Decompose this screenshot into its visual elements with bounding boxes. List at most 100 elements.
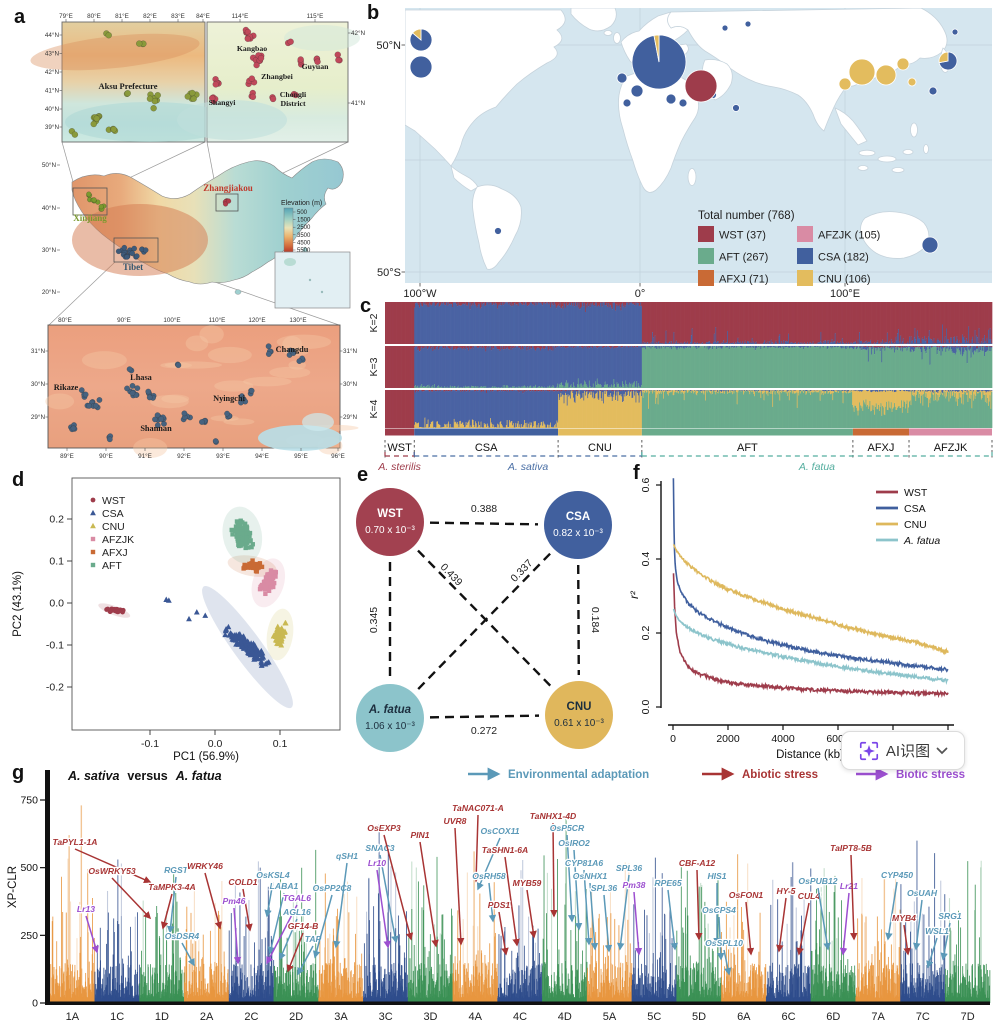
svg-text:80°E: 80°E	[58, 316, 72, 324]
svg-text:Aksu Prefecture: Aksu Prefecture	[99, 81, 158, 91]
admixture-rows	[385, 302, 993, 428]
svg-text:Zhangbei: Zhangbei	[261, 72, 293, 81]
svg-text:42°N: 42°N	[45, 68, 60, 76]
svg-text:31°N: 31°N	[343, 347, 358, 355]
svg-text:114°E: 114°E	[232, 12, 249, 20]
svg-text:3500: 3500	[297, 233, 311, 239]
svg-text:39°N: 39°N	[45, 123, 60, 131]
svg-text:82°E: 82°E	[143, 12, 157, 20]
svg-text:CNU (106): CNU (106)	[818, 274, 871, 286]
svg-text:AFT (267): AFT (267)	[719, 252, 768, 264]
svg-text:Zhangjiakou: Zhangjiakou	[203, 183, 253, 193]
svg-text:30°N: 30°N	[31, 380, 46, 388]
svg-text:95°E: 95°E	[294, 452, 308, 460]
svg-text:Changdu: Changdu	[276, 345, 309, 354]
chevron-down-icon[interactable]	[936, 747, 948, 755]
ai-image-recognition-button[interactable]: AI识图	[841, 731, 965, 770]
svg-text:29°N: 29°N	[31, 413, 46, 421]
svg-text:WST (37): WST (37)	[719, 230, 766, 242]
svg-text:Elevation (m): Elevation (m)	[281, 200, 322, 207]
svg-text:Nyingchi: Nyingchi	[213, 394, 246, 403]
svg-text:AFXJ (71): AFXJ (71)	[719, 274, 769, 286]
svg-text:40°N: 40°N	[45, 105, 60, 113]
svg-text:Chongli: Chongli	[280, 90, 307, 99]
svg-text:84°E: 84°E	[196, 12, 210, 20]
panel-label-e: e	[357, 464, 369, 486]
svg-text:50°N: 50°N	[376, 40, 401, 52]
svg-text:30°N: 30°N	[42, 246, 57, 254]
svg-text:83°E: 83°E	[171, 12, 185, 20]
svg-text:94°E: 94°E	[255, 452, 269, 460]
panel-b-world-map: Total number (768) WST (37) AFT (267) AFXJ …	[376, 8, 992, 300]
svg-text:50°S: 50°S	[377, 267, 401, 279]
svg-text:81°E: 81°E	[115, 12, 129, 20]
svg-text:100°W: 100°W	[403, 288, 437, 300]
panel-label-g: g	[12, 762, 25, 784]
svg-text:31°N: 31°N	[31, 347, 46, 355]
scatter-points-CSA	[163, 596, 272, 668]
panel-label-f: f	[633, 462, 640, 484]
svg-text:41°N: 41°N	[45, 87, 60, 95]
svg-text:Kangbao: Kangbao	[237, 44, 267, 53]
sample-pies	[409, 20, 959, 254]
svg-text:120°E: 120°E	[248, 316, 265, 324]
svg-text:CSA (182): CSA (182)	[818, 252, 869, 264]
panel-label-b: b	[367, 2, 380, 24]
svg-text:2500: 2500	[297, 225, 311, 231]
ld-curves	[672, 478, 949, 699]
svg-text:96°E: 96°E	[331, 452, 345, 460]
svg-text:1500: 1500	[297, 218, 311, 224]
svg-text:92°E: 92°E	[177, 452, 191, 460]
svg-text:0°: 0°	[635, 288, 646, 300]
panel-label-c: c	[360, 295, 372, 317]
svg-text:5500: 5500	[297, 248, 311, 254]
svg-text:90°E: 90°E	[117, 316, 131, 324]
svg-text:115°E: 115°E	[307, 12, 324, 20]
svg-text:Rikaze: Rikaze	[54, 383, 79, 392]
svg-text:110°E: 110°E	[209, 316, 226, 324]
svg-text:90°E: 90°E	[99, 452, 113, 460]
scatter-points-AFXJ	[241, 558, 265, 574]
svg-text:4500: 4500	[297, 240, 311, 246]
svg-text:93°E: 93°E	[216, 452, 230, 460]
ai-button-label: AI识图	[885, 743, 931, 760]
svg-text:Xinjiang: Xinjiang	[73, 213, 107, 223]
sparkle-scan-icon	[859, 741, 878, 760]
scatter-points-AFZJK	[257, 568, 279, 597]
svg-text:91°E: 91°E	[138, 452, 152, 460]
map-legend: Total number (768) WST (37) AFT (267) AFXJ …	[698, 210, 880, 286]
svg-text:29°N: 29°N	[343, 413, 358, 421]
panel-f-ld-decay: 0.00.20.40.60200040006000800010000Distan…	[629, 478, 963, 761]
svg-text:Shannan: Shannan	[140, 424, 172, 433]
svg-text:500: 500	[297, 210, 308, 216]
xpclr-bars	[49, 805, 991, 1003]
svg-text:42°N: 42°N	[351, 29, 366, 37]
svg-text:80°E: 80°E	[87, 12, 101, 20]
svg-text:Guyuan: Guyuan	[302, 62, 330, 71]
svg-text:30°N: 30°N	[343, 380, 358, 388]
svg-text:41°N: 41°N	[351, 99, 366, 107]
group-color-strip	[385, 428, 992, 436]
svg-text:89°E: 89°E	[60, 452, 74, 460]
svg-text:44°N: 44°N	[45, 31, 60, 39]
svg-text:20°N: 20°N	[42, 288, 57, 296]
svg-text:79°E: 79°E	[59, 12, 73, 20]
maps-group: 79°E 80°E 81°E 82°E 83°E 84°E 44°N 43°N 42°N 41°N…	[30, 12, 366, 460]
svg-text:130°E: 130°E	[289, 316, 306, 324]
svg-text:Total number (768): Total number (768)	[698, 210, 795, 222]
scatter-points-AFT	[229, 518, 255, 551]
svg-text:40°N: 40°N	[42, 204, 57, 212]
svg-text:Tibet: Tibet	[123, 262, 143, 272]
svg-text:Lhasa: Lhasa	[130, 373, 153, 382]
panel-a-sampling-maps: 79°E 80°E 81°E 82°E 83°E 84°E 44°N 43°N 42°N 41°N…	[30, 12, 366, 460]
svg-text:100°E: 100°E	[163, 316, 180, 324]
panel-label-a: a	[14, 6, 26, 28]
